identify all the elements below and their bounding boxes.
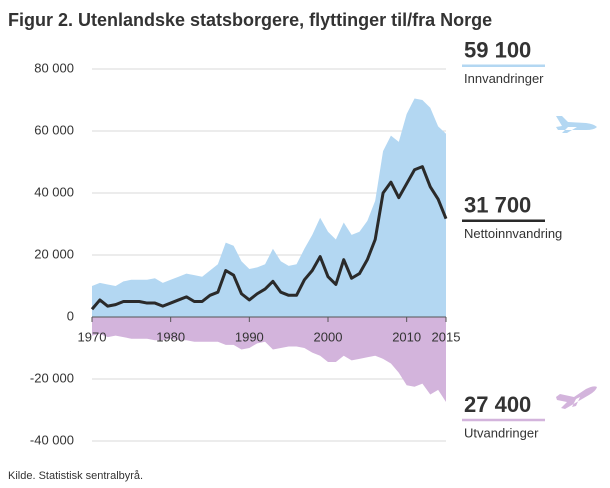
- marks: [90, 98, 448, 402]
- y-tick-label: 40 000: [34, 184, 74, 199]
- axes: -40 000 -20 000 0 20 000 40 000 60 000 80 000 1…: [30, 60, 461, 447]
- arrival-plane-icon: [556, 116, 597, 133]
- area: [92, 98, 446, 317]
- y-tick-label: 80 000: [34, 60, 74, 75]
- x-tick-label: 1980: [156, 329, 185, 344]
- series-name: Nettoinnvandring: [464, 226, 562, 241]
- x-tick-label: 1970: [78, 329, 107, 344]
- y-tick-label: 0: [67, 308, 74, 323]
- x-tick-label: 1990: [235, 329, 264, 344]
- end-labels: 59 100 Innvandringer 27 400 Utvandringer 31 …: [462, 38, 562, 440]
- y-tick-label: -40 000: [30, 432, 74, 447]
- chart-title: Figur 2. Utenlandske statsborgere, flytt…: [8, 10, 492, 30]
- x-tick-label: 2010: [392, 329, 421, 344]
- y-tick-label: 20 000: [34, 246, 74, 261]
- area: [92, 317, 446, 402]
- y-tick-label: -20 000: [30, 370, 74, 385]
- source: Kilde. Statistisk sentralbyrå.: [8, 470, 143, 482]
- departure-plane-icon: [556, 386, 597, 409]
- end-value-label: 27 400: [464, 392, 531, 417]
- line: [90, 165, 448, 311]
- series-name: Utvandringer: [464, 425, 539, 440]
- end-value-label: 31 700: [464, 193, 531, 218]
- y-tick-label: 60 000: [34, 122, 74, 137]
- end-value-label: 59 100: [464, 38, 531, 63]
- series-name: Innvandringer: [464, 71, 544, 86]
- x-tick-label: 2000: [314, 329, 343, 344]
- x-tick-label: 2015: [432, 329, 461, 344]
